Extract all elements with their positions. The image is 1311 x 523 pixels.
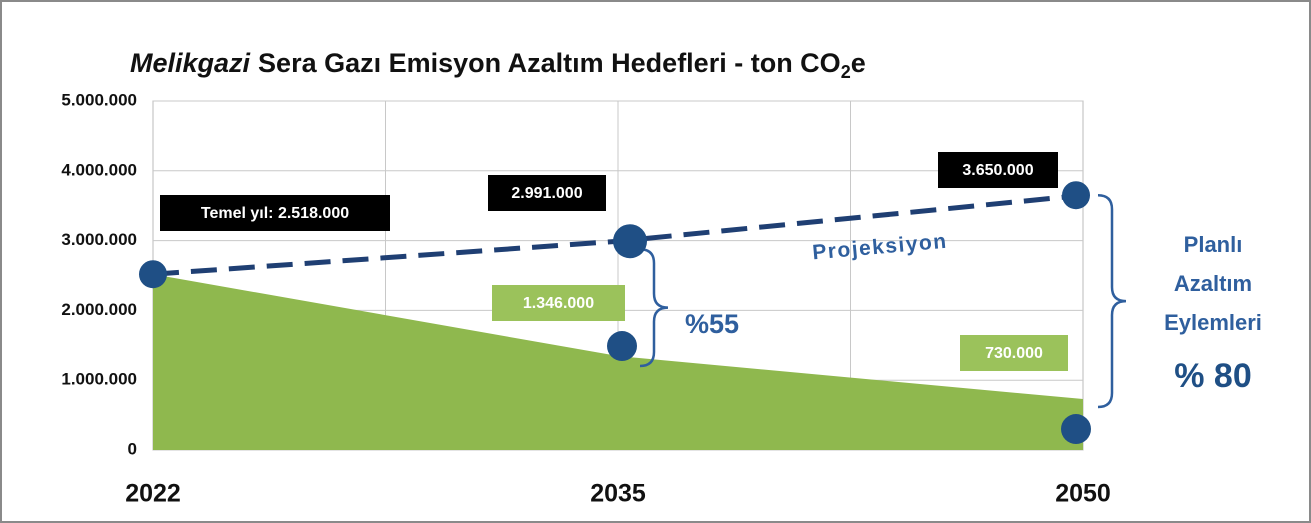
title-subscript: 2 <box>841 62 851 82</box>
y-tick-label: 0 <box>128 439 137 458</box>
annotation: Planlı <box>1184 232 1243 257</box>
title-main: Sera Gazı Emisyon Azaltım Hedefleri - to… <box>258 48 841 78</box>
label-box <box>488 175 606 211</box>
projection-dot <box>1062 181 1090 210</box>
title-suffix: e <box>851 48 866 78</box>
annotation: % 80 <box>1174 357 1252 395</box>
target-dot <box>607 331 637 362</box>
label-box <box>492 285 625 321</box>
projection-dot <box>613 224 647 259</box>
data-label: 3.650.000 <box>962 162 1033 179</box>
label-box <box>160 195 390 231</box>
annotation: %55 <box>685 309 739 339</box>
data-label: 730.000 <box>985 345 1043 362</box>
annotation: Azaltım <box>1174 271 1252 296</box>
target-area <box>153 274 1083 450</box>
y-tick-label: 4.000.000 <box>61 160 137 179</box>
projection-dot <box>139 260 167 289</box>
brace <box>639 247 669 368</box>
y-tick-label: 2.000.000 <box>61 300 137 319</box>
label-box <box>960 335 1068 371</box>
y-tick-label: 1.000.000 <box>61 370 137 389</box>
annotation: Eylemleri <box>1164 310 1262 335</box>
x-tick-label: 2022 <box>125 480 181 508</box>
y-tick-label: 3.000.000 <box>61 230 137 249</box>
title-italic: Melikgazi <box>130 48 251 78</box>
data-label: 1.346.000 <box>523 295 594 312</box>
y-tick-label: 5.000.000 <box>61 90 137 109</box>
label-box <box>938 152 1058 188</box>
data-label: 2.991.000 <box>511 185 582 202</box>
target-dot <box>1061 414 1091 445</box>
brace <box>1097 193 1127 409</box>
x-tick-label: 2050 <box>1055 480 1111 508</box>
data-label: Temel yıl: 2.518.000 <box>201 205 349 222</box>
chart-title: Melikgazi Sera Gazı Emisyon Azaltım Hedef… <box>130 48 866 82</box>
x-tick-label: 2035 <box>590 480 646 508</box>
